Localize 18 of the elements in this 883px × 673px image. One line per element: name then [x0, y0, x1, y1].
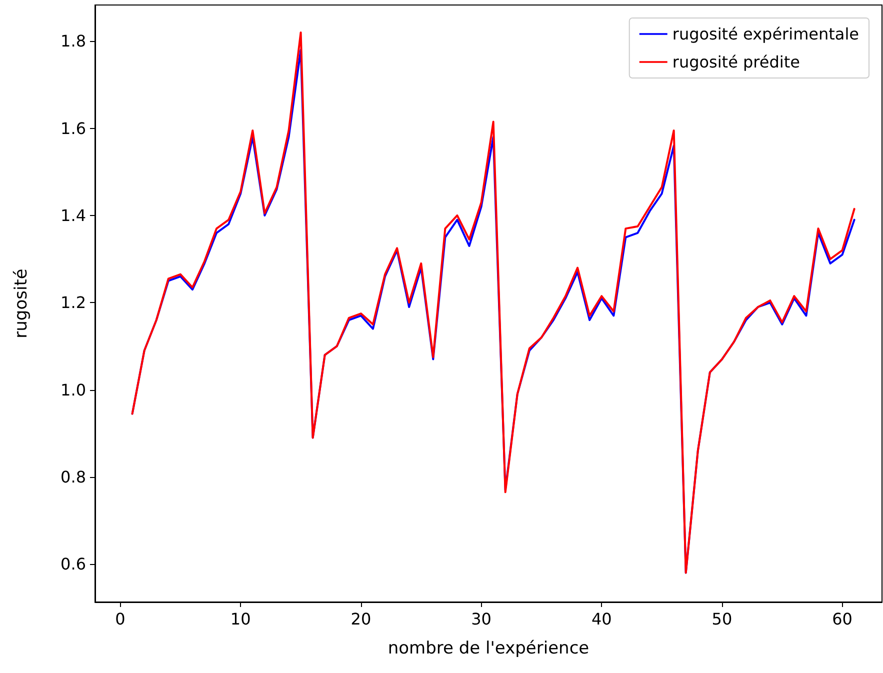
y-tick-label: 1.2 — [60, 293, 86, 312]
x-tick-label: 60 — [832, 610, 852, 628]
x-tick-label: 40 — [591, 610, 612, 628]
y-tick-label: 1.0 — [60, 380, 86, 400]
x-tick-label: 30 — [471, 610, 492, 628]
legend-label: rugosité prédite — [672, 52, 800, 72]
x-tick-label: 20 — [350, 610, 372, 628]
legend-label: rugosité expérimentale — [672, 24, 859, 44]
x-tick-label: 50 — [712, 610, 732, 628]
y-tick-label: 1.8 — [60, 32, 86, 51]
y-tick-label: 0.8 — [60, 467, 86, 486]
x-tick-label: 0 — [115, 610, 126, 628]
x-tick-label: 10 — [230, 610, 251, 628]
y-tick-label: 1.4 — [60, 206, 86, 225]
y-tick-label: 1.6 — [60, 118, 86, 138]
y-axis-title: rugosité — [12, 268, 32, 338]
y-tick-label: 0.6 — [60, 554, 86, 574]
x-axis-title: nombre de l'expérience — [388, 638, 590, 658]
